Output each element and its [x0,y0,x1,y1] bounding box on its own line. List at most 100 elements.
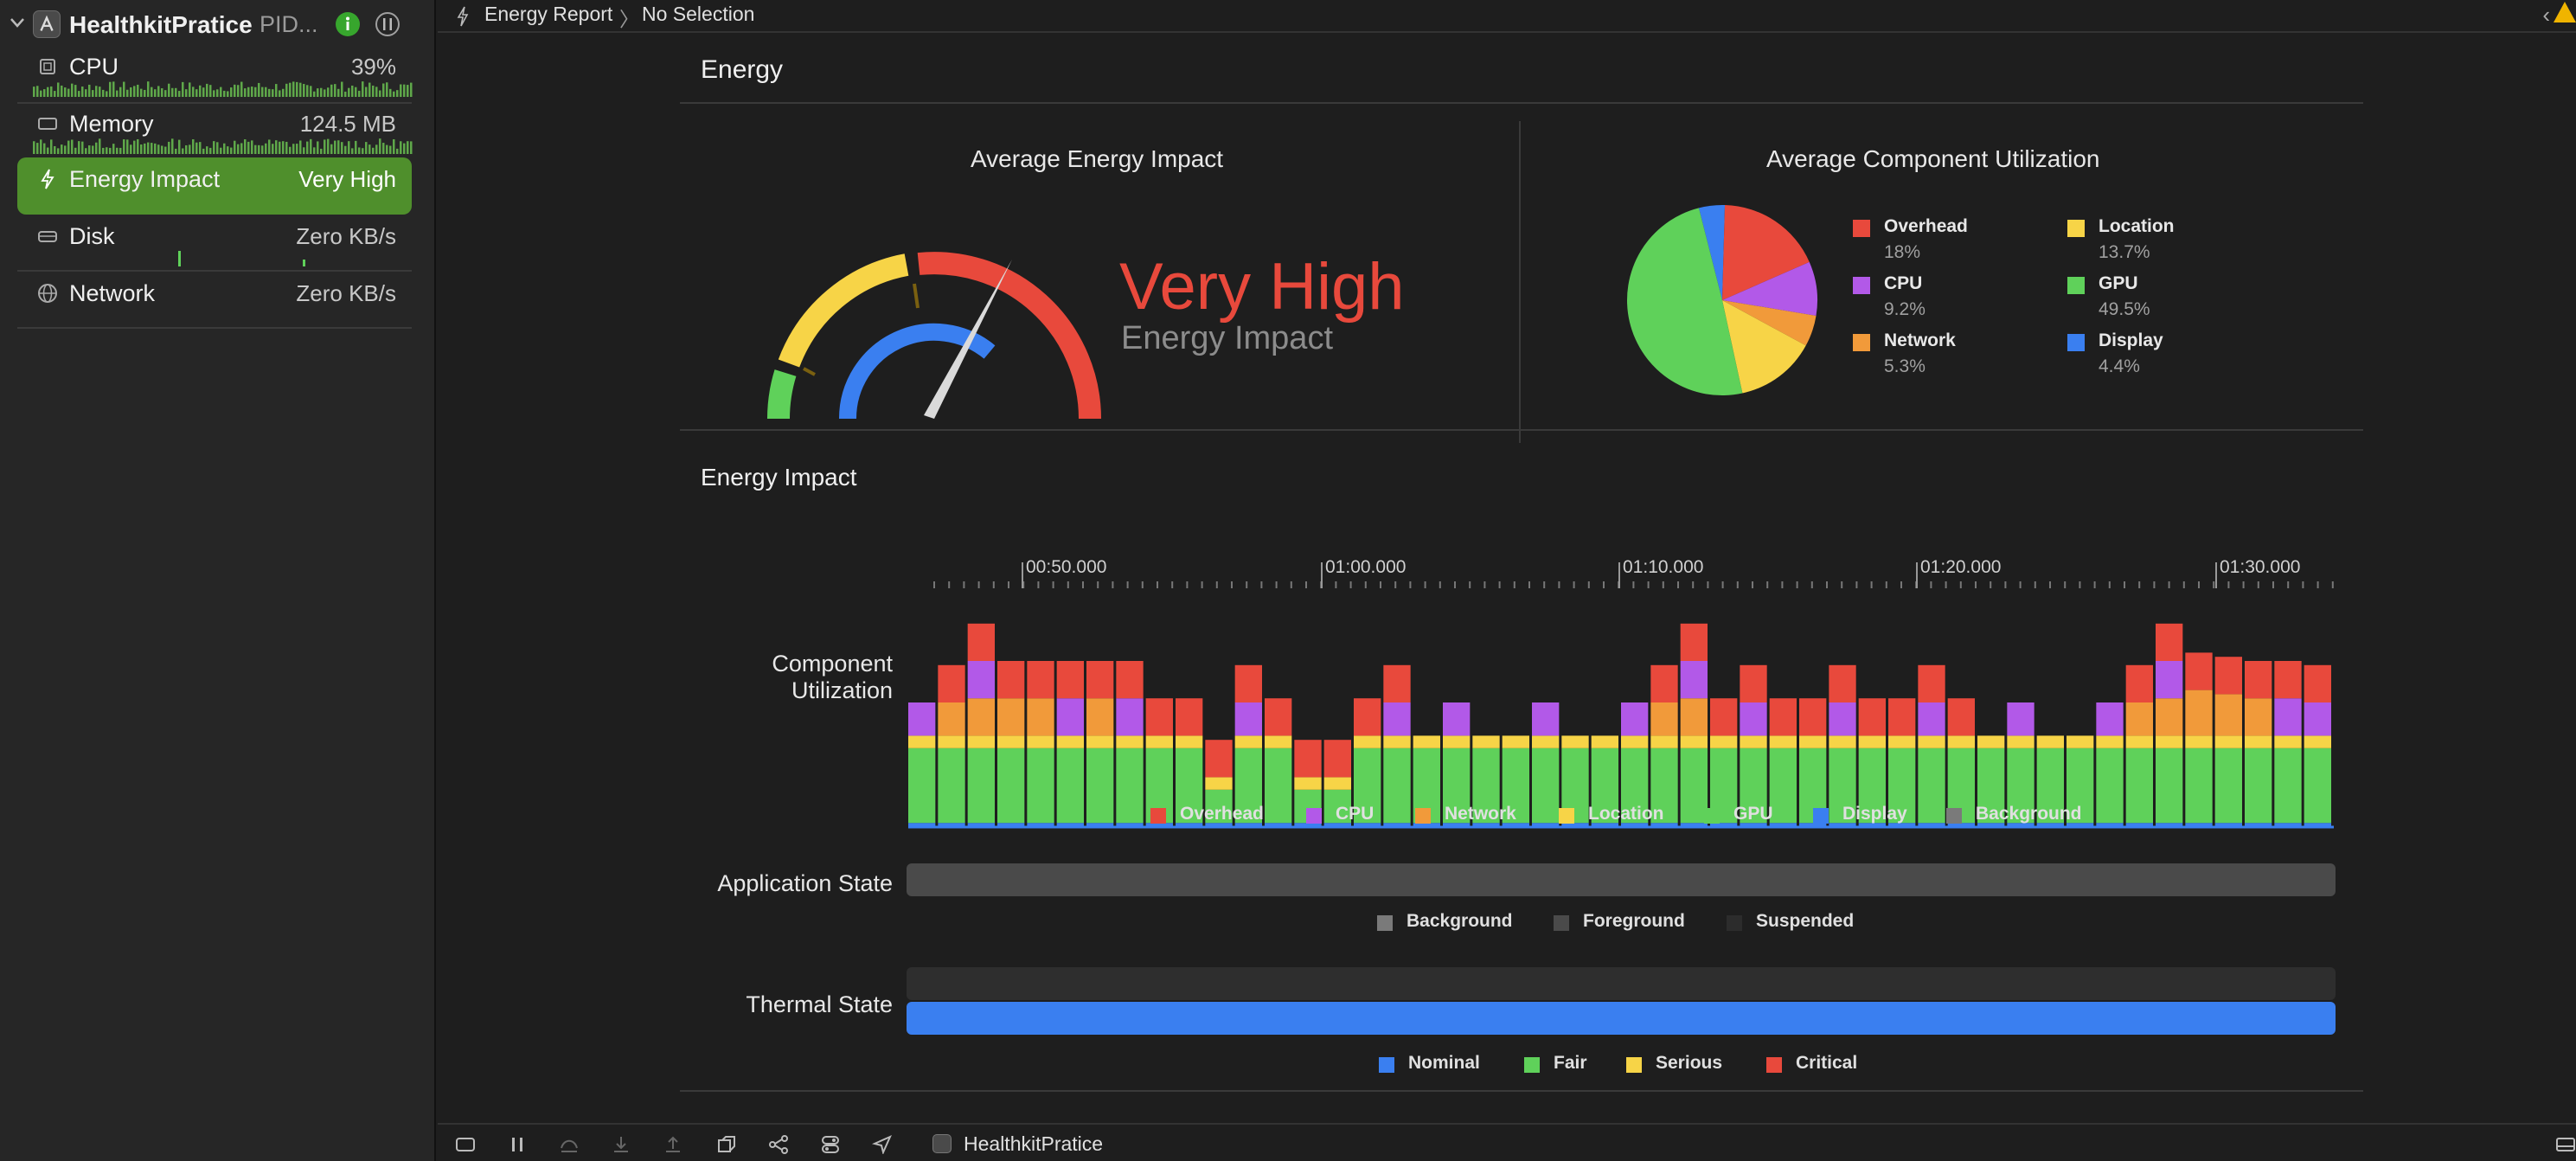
bar-segment-gpu[interactable] [1472,747,1500,824]
gauge-disk[interactable]: Disk Zero KB/s [17,215,412,272]
bar-segment-overhead[interactable] [1176,698,1203,736]
bar-segment-gpu[interactable] [938,747,965,824]
bar-segment-cpu[interactable] [2096,702,2124,736]
bar-segment-location[interactable] [1413,735,1440,748]
bar-segment-gpu[interactable] [1502,747,1529,824]
breadcrumb-energy-report[interactable]: Energy Report [484,3,613,25]
bar-segment-location[interactable] [1799,735,1827,748]
bar-segment-overhead[interactable] [1680,623,1708,661]
bar-segment-location[interactable] [2036,735,2064,748]
bar-segment-location[interactable] [1502,735,1529,748]
bar-segment-gpu[interactable] [908,747,936,824]
bar-segment-location[interactable] [997,735,1025,748]
pause-icon[interactable] [375,12,400,36]
bar-segment-location[interactable] [2007,735,2035,748]
bar-segment-gpu[interactable] [1769,747,1797,824]
bar-segment-gpu[interactable] [1234,747,1262,824]
bar-segment-network[interactable] [997,698,1025,736]
bar-segment-gpu[interactable] [1086,747,1114,824]
bar-segment-overhead[interactable] [1829,664,1856,702]
bar-segment-cpu[interactable] [1116,698,1144,736]
bar-segment-location[interactable] [1829,735,1856,748]
bar-segment-display[interactable] [1502,823,1529,827]
bar-segment-overhead[interactable] [997,661,1025,699]
bar-segment-display[interactable] [2156,823,2183,827]
bar-segment-display[interactable] [1650,823,1678,827]
bar-segment-gpu[interactable] [1383,747,1411,824]
bar-segment-location[interactable] [1591,735,1618,748]
bar-segment-overhead[interactable] [1740,664,1767,702]
chevron-left-icon[interactable]: ‹ [2542,2,2550,28]
bar-segment-overhead[interactable] [1116,661,1144,699]
bar-segment-display[interactable] [1265,823,1292,827]
bar-segment-gpu[interactable] [2156,747,2183,824]
bar-segment-location[interactable] [1918,735,1945,748]
bar-segment-network[interactable] [967,698,995,736]
toggle-console-icon[interactable] [2555,1135,2576,1154]
bar-segment-cpu[interactable] [1621,702,1649,736]
bar-segment-overhead[interactable] [1323,740,1351,778]
bar-segment-location[interactable] [967,735,995,748]
pause-icon[interactable] [507,1135,528,1154]
bar-segment-display[interactable] [1056,823,1084,827]
gauge-cpu[interactable]: CPU 39% [17,45,413,102]
bar-segment-overhead[interactable] [1056,661,1084,699]
bar-segment-cpu[interactable] [1829,702,1856,736]
bar-segment-network[interactable] [2214,694,2242,736]
bar-segment-location[interactable] [1383,735,1411,748]
bar-segment-display[interactable] [1323,823,1351,827]
bar-segment-display[interactable] [1769,823,1797,827]
thermal-state-bar[interactable] [907,1002,2336,1035]
bar-segment-overhead[interactable] [2125,664,2153,702]
bar-segment-gpu[interactable] [967,747,995,824]
bar-segment-location[interactable] [1680,735,1708,748]
bar-segment-display[interactable] [2125,823,2153,827]
bar-segment-location[interactable] [1532,735,1560,748]
bar-segment-gpu[interactable] [2304,747,2331,824]
bar-segment-location[interactable] [938,735,965,748]
bar-segment-display[interactable] [997,823,1025,827]
bar-segment-display[interactable] [2067,823,2094,827]
bar-segment-overhead[interactable] [1650,664,1678,702]
bar-segment-display[interactable] [1443,823,1471,827]
bar-segment-display[interactable] [2245,823,2272,827]
breadcrumb-selection[interactable]: No Selection [642,3,755,25]
bar-segment-location[interactable] [1888,735,1916,748]
bar-segment-display[interactable] [2007,823,2035,827]
step-over-icon[interactable] [559,1135,580,1154]
bar-segment-network[interactable] [2125,702,2153,736]
bar-segment-overhead[interactable] [1947,698,1975,736]
bar-segment-display[interactable] [2214,823,2242,827]
bar-segment-overhead[interactable] [1888,698,1916,736]
bar-segment-location[interactable] [1323,777,1351,790]
bar-segment-location[interactable] [1561,735,1589,748]
bar-segment-cpu[interactable] [1383,702,1411,736]
bar-segment-display[interactable] [1621,823,1649,827]
bar-segment-gpu[interactable] [2125,747,2153,824]
bar-segment-location[interactable] [1086,735,1114,748]
bar-segment-location[interactable] [1650,735,1678,748]
bar-segment-network[interactable] [2245,698,2272,736]
bar-segment-gpu[interactable] [2067,747,2094,824]
bar-segment-overhead[interactable] [1710,698,1738,736]
bar-segment-display[interactable] [1977,823,2005,827]
bar-segment-overhead[interactable] [2304,664,2331,702]
bar-segment-display[interactable] [2096,823,2124,827]
bar-segment-gpu[interactable] [1740,747,1767,824]
bar-segment-location[interactable] [1621,735,1649,748]
bar-segment-overhead[interactable] [1205,740,1233,778]
bar-segment-location[interactable] [1443,735,1471,748]
chevron-down-icon[interactable] [9,14,26,31]
bar-segment-location[interactable] [1858,735,1886,748]
simulate-location-icon[interactable] [872,1135,893,1154]
bar-segment-cpu[interactable] [967,661,995,699]
bar-segment-cpu[interactable] [2007,702,2035,736]
environment-overrides-icon[interactable] [820,1135,841,1154]
bar-segment-gpu[interactable] [1056,747,1084,824]
bar-segment-cpu[interactable] [1234,702,1262,736]
bar-segment-gpu[interactable] [1027,747,1054,824]
bar-segment-display[interactable] [1086,823,1114,827]
process-row[interactable]: HealthkitPratice PID... [0,0,436,48]
bar-segment-gpu[interactable] [1621,747,1649,824]
bar-segment-gpu[interactable] [1205,789,1233,824]
